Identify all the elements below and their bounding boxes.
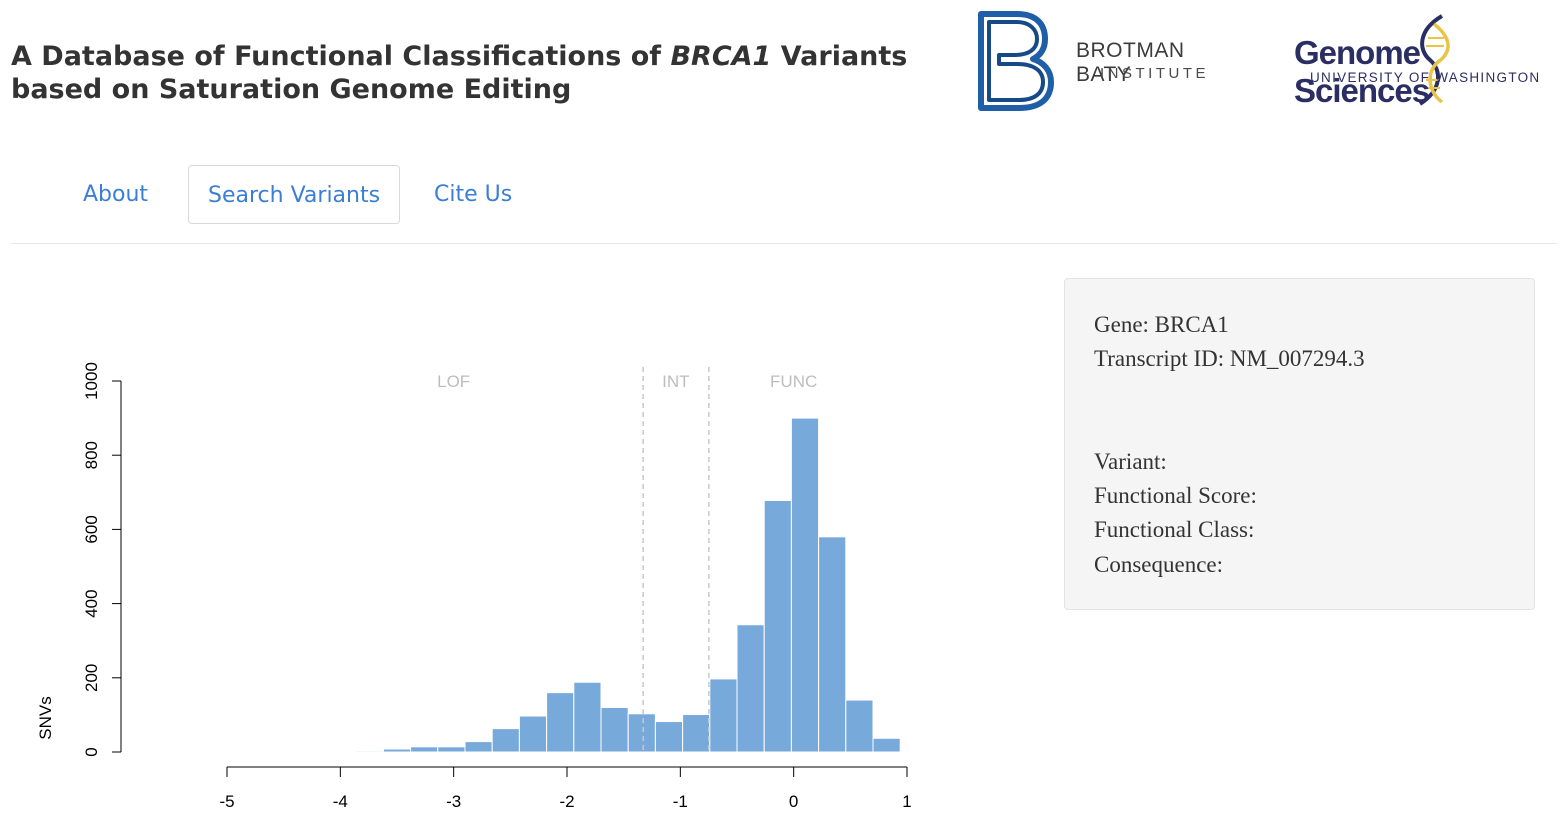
histogram-bar — [845, 699, 874, 753]
x-tick-label: -5 — [219, 792, 234, 811]
bbi-line2: INSTITUTE — [1100, 65, 1209, 82]
histogram-bar — [899, 750, 928, 753]
histogram-bar — [790, 417, 820, 753]
x-tick-label: -3 — [446, 792, 461, 811]
histogram-bar — [600, 706, 629, 753]
region-label: LOF — [437, 372, 470, 391]
functional-score-line: Functional Score: — [1094, 483, 1257, 508]
page-title: A Database of Functional Classifications… — [11, 40, 911, 106]
gs-line2: UNIVERSITY OF WASHINGTON — [1310, 70, 1541, 85]
histogram-bar — [382, 748, 412, 753]
histogram-bar — [410, 746, 439, 753]
consequence-line: Consequence: — [1094, 552, 1224, 577]
histogram-bar — [518, 715, 548, 753]
nav-divider — [11, 243, 1557, 244]
histogram-bar — [464, 741, 493, 753]
tab-about[interactable]: About — [83, 182, 149, 207]
x-tick-label: 1 — [902, 792, 911, 811]
region-label: FUNC — [770, 372, 817, 391]
brotman-baty-logo[interactable]: BROTMAN BATY INSTITUTE — [975, 8, 1245, 114]
y-tick-label: 200 — [82, 664, 101, 692]
transcript-line: Transcript ID: NM_007294.3 — [1094, 346, 1365, 371]
genome-sciences-logo[interactable]: Genome Sciences UNIVERSITY OF WASHINGTON — [1290, 10, 1555, 110]
histogram-bar — [627, 713, 656, 753]
variant-line: Variant: — [1094, 449, 1167, 474]
y-tick-label: 400 — [82, 589, 101, 617]
y-axis-label: SNVs — [36, 696, 55, 739]
title-part1: A Database of Functional Classifications… — [11, 41, 671, 72]
histogram-bar — [328, 750, 357, 753]
x-tick-label: -1 — [673, 792, 688, 811]
histogram-bar — [763, 499, 792, 753]
dna-helix-icon — [1418, 14, 1450, 106]
title-part2: Variants — [771, 41, 908, 72]
histogram-bar — [709, 678, 738, 753]
x-tick-label: -2 — [559, 792, 574, 811]
x-tick-label: 0 — [789, 792, 798, 811]
title-line2: based on Saturation Genome Editing — [11, 74, 572, 105]
y-tick-label: 800 — [82, 441, 101, 469]
histogram-bar — [872, 737, 901, 753]
y-tick-label: 600 — [82, 515, 101, 543]
histogram-bar — [573, 681, 602, 753]
region-label: INT — [662, 372, 689, 391]
gene-line: Gene: BRCA1 — [1094, 312, 1229, 337]
gs-line1: Genome Sciences — [1294, 34, 1430, 109]
histogram-bar — [654, 721, 684, 753]
histogram-bar — [818, 536, 847, 753]
histogram-bar — [355, 750, 384, 753]
y-tick-label: 1000 — [82, 362, 101, 400]
histogram-bar — [546, 692, 575, 753]
histogram-bar — [437, 746, 466, 753]
variant-info-panel: Gene: BRCA1 Transcript ID: NM_007294.3 V… — [1064, 278, 1535, 610]
title-gene: BRCA1 — [670, 41, 772, 72]
bbi-line1: BROTMAN BATY — [1076, 39, 1185, 86]
tab-search-variants[interactable]: Search Variants — [188, 165, 401, 224]
histogram-bar — [682, 714, 711, 753]
histogram-bar — [491, 728, 520, 753]
histogram-bar — [736, 624, 765, 753]
functional-class-line: Functional Class: — [1094, 517, 1255, 542]
x-tick-label: -4 — [333, 792, 348, 811]
functional-score-histogram[interactable]: LOF INT FUNC -5 -4 -3 -2 -1 0 1 0 200 400 600 800 100… — [0, 250, 1000, 829]
bbi-b-icon — [978, 11, 1054, 111]
tab-cite-us[interactable]: Cite Us — [434, 182, 513, 207]
y-tick-label: 0 — [82, 747, 101, 756]
